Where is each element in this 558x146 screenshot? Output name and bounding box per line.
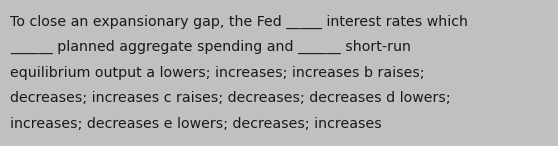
Text: ______ planned aggregate spending and ______ short-run: ______ planned aggregate spending and __… [10, 40, 411, 54]
Text: decreases; increases c raises; decreases; decreases d lowers;: decreases; increases c raises; decreases… [10, 91, 451, 105]
Text: equilibrium output a lowers; increases; increases b raises;: equilibrium output a lowers; increases; … [10, 66, 425, 80]
Text: increases; decreases e lowers; decreases; increases: increases; decreases e lowers; decreases… [10, 117, 382, 131]
Text: To close an expansionary gap, the Fed _____ interest rates which: To close an expansionary gap, the Fed __… [10, 15, 468, 29]
